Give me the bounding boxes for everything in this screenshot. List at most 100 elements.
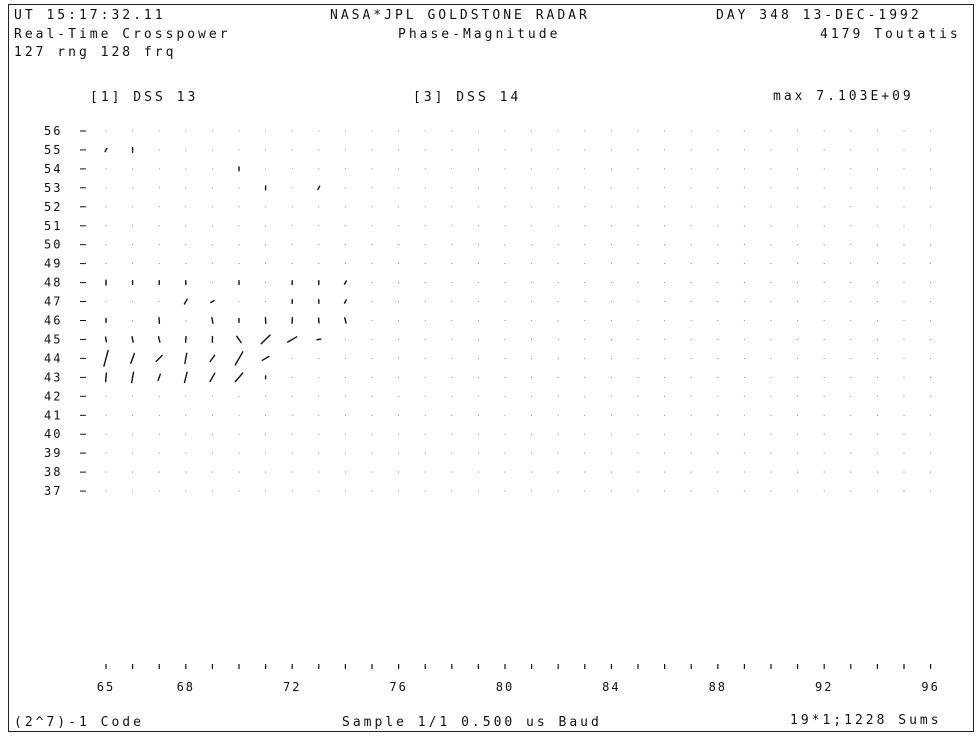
grid-dot xyxy=(850,225,852,227)
grid-dot xyxy=(238,433,240,435)
grid-dot xyxy=(876,225,878,227)
grid-dot xyxy=(398,206,400,208)
grid-dot xyxy=(371,490,373,492)
grid-dot xyxy=(717,490,719,492)
y-tick-label: 46 xyxy=(44,314,62,328)
grid-dot xyxy=(557,282,559,284)
station-b-label: [3] DSS 14 xyxy=(413,90,522,105)
grid-dot xyxy=(823,357,825,359)
grid-dot xyxy=(930,414,932,416)
grid-dot xyxy=(424,338,426,340)
grid-dot xyxy=(211,187,213,189)
x-tick-label: 92 xyxy=(815,680,833,694)
grid-dot xyxy=(504,414,506,416)
grid-dot xyxy=(664,130,666,132)
grid-dot xyxy=(477,130,479,132)
grid-dot xyxy=(238,490,240,492)
grid-dot xyxy=(903,263,905,265)
grid-dot xyxy=(451,357,453,359)
grid-dot xyxy=(158,244,160,246)
grid-dot xyxy=(797,149,799,151)
grid-dot xyxy=(637,263,639,265)
phase-vector xyxy=(184,352,188,365)
grid-dot xyxy=(717,244,719,246)
grid-dot xyxy=(105,300,107,303)
grid-dot xyxy=(105,263,107,265)
grid-dot xyxy=(823,433,825,435)
grid-dot xyxy=(664,149,666,151)
y-tick-label: 56 xyxy=(44,124,62,138)
grid-dot xyxy=(717,395,719,397)
grid-dot xyxy=(211,225,213,227)
grid-dot xyxy=(424,376,426,378)
grid-dot xyxy=(690,300,692,303)
grid-dot xyxy=(211,244,213,246)
grid-dot xyxy=(743,376,745,378)
grid-dot xyxy=(371,149,373,151)
grid-dot xyxy=(477,414,479,416)
grid-dot xyxy=(504,130,506,132)
grid-dot xyxy=(584,490,586,492)
grid-dot xyxy=(504,357,506,359)
grid-dot xyxy=(344,225,346,227)
grid-dot xyxy=(504,206,506,208)
grid-dot xyxy=(158,225,160,227)
grid-dot xyxy=(477,490,479,492)
grid-dot xyxy=(690,225,692,227)
grid-dot xyxy=(584,376,586,378)
grid-dot xyxy=(903,149,905,151)
grid-dot xyxy=(424,300,426,303)
grid-dot xyxy=(664,263,666,265)
grid-dot xyxy=(318,376,320,378)
grid-dot xyxy=(903,471,905,473)
grid-dot xyxy=(477,319,479,322)
grid-dot xyxy=(823,206,825,208)
grid-dot xyxy=(318,395,320,397)
grid-dot xyxy=(531,319,533,322)
mode-label: Real-Time Crosspower xyxy=(14,27,231,42)
grid-dot xyxy=(185,225,187,227)
grid-dot xyxy=(371,130,373,132)
grid-dot xyxy=(318,490,320,492)
max-value-label: max 7.103E+09 xyxy=(773,89,914,104)
grid-dot xyxy=(850,149,852,151)
grid-dot xyxy=(770,471,772,473)
grid-dot xyxy=(743,319,745,322)
grid-dot xyxy=(371,357,373,359)
y-tick-label: 43 xyxy=(44,370,62,384)
grid-dot xyxy=(451,376,453,378)
phase-vector xyxy=(343,280,347,285)
grid-dot xyxy=(531,300,533,303)
grid-dot xyxy=(823,452,825,454)
grid-dot xyxy=(797,357,799,359)
grid-dot xyxy=(797,433,799,435)
grid-dot xyxy=(424,168,426,170)
grid-dot xyxy=(185,471,187,473)
grid-dot xyxy=(930,433,932,435)
page-title: NASA*JPL GOLDSTONE RADAR xyxy=(330,8,590,23)
grid-dot xyxy=(823,263,825,265)
grid-dot xyxy=(823,490,825,492)
grid-dot xyxy=(344,433,346,435)
grid-dot xyxy=(903,187,905,189)
grid-dot xyxy=(557,130,559,132)
grid-dot xyxy=(318,168,320,170)
grid-dot xyxy=(238,471,240,473)
grid-dot xyxy=(930,376,932,378)
grid-dot xyxy=(344,376,346,378)
grid-dot xyxy=(291,206,293,208)
grid-dot xyxy=(610,376,612,378)
grid-dot xyxy=(930,452,932,454)
grid-dot xyxy=(770,149,772,151)
grid-dot xyxy=(238,225,240,227)
grid-dot xyxy=(132,168,134,170)
grid-dot xyxy=(876,452,878,454)
grid-dot xyxy=(823,244,825,246)
grid-dot xyxy=(477,149,479,151)
grid-dot xyxy=(211,149,213,151)
grid-dot xyxy=(371,319,373,322)
grid-dot xyxy=(291,187,293,189)
grid-dot xyxy=(743,130,745,132)
grid-dot xyxy=(158,168,160,170)
grid-dot xyxy=(371,300,373,303)
